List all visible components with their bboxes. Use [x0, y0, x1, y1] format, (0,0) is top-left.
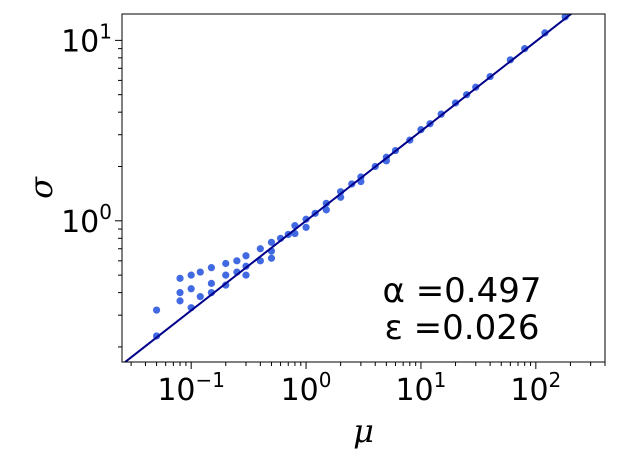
scatter-point [322, 199, 330, 207]
scatter-point [267, 238, 276, 246]
x-tick-label: 100 [281, 368, 332, 408]
scatter-point [242, 271, 250, 279]
alpha-annotation: α =0.497 [382, 271, 541, 311]
scatter-point [176, 289, 184, 297]
axis-ticks [115, 39, 606, 369]
scatter-point [222, 259, 230, 268]
epsilon-annotation: ε =0.026 [384, 308, 539, 348]
scatter-point [207, 279, 215, 287]
scatter-point [267, 254, 276, 262]
scatter-point [152, 306, 161, 314]
scatter-point [222, 271, 230, 279]
x-tick-label: 102 [510, 368, 561, 408]
scatter-point [196, 268, 204, 276]
scatter-point [242, 252, 250, 260]
scatter-point [233, 257, 241, 265]
y-tick-label: 100 [61, 200, 112, 240]
plot-frame [121, 13, 606, 363]
fit-line-layer [123, 14, 573, 362]
scatter-point [302, 223, 310, 231]
scatter-point [176, 297, 184, 305]
scatter-point [187, 285, 195, 293]
x-tick-label: 101 [395, 368, 446, 408]
x-axis-label: μ [353, 412, 374, 450]
tick-labels: 10−1 100 101 102 100 101 [61, 19, 561, 408]
y-axis-label: σ [22, 176, 60, 199]
x-tick-label: 10−1 [157, 368, 225, 408]
scatter-point [196, 293, 204, 301]
scatter-point [256, 245, 264, 253]
scatter-point [187, 271, 195, 279]
scatter-point [207, 264, 215, 272]
scatter-point [176, 274, 184, 282]
fit-line [123, 14, 573, 362]
scatter-point [322, 206, 330, 214]
y-tick-label: 101 [61, 19, 112, 59]
